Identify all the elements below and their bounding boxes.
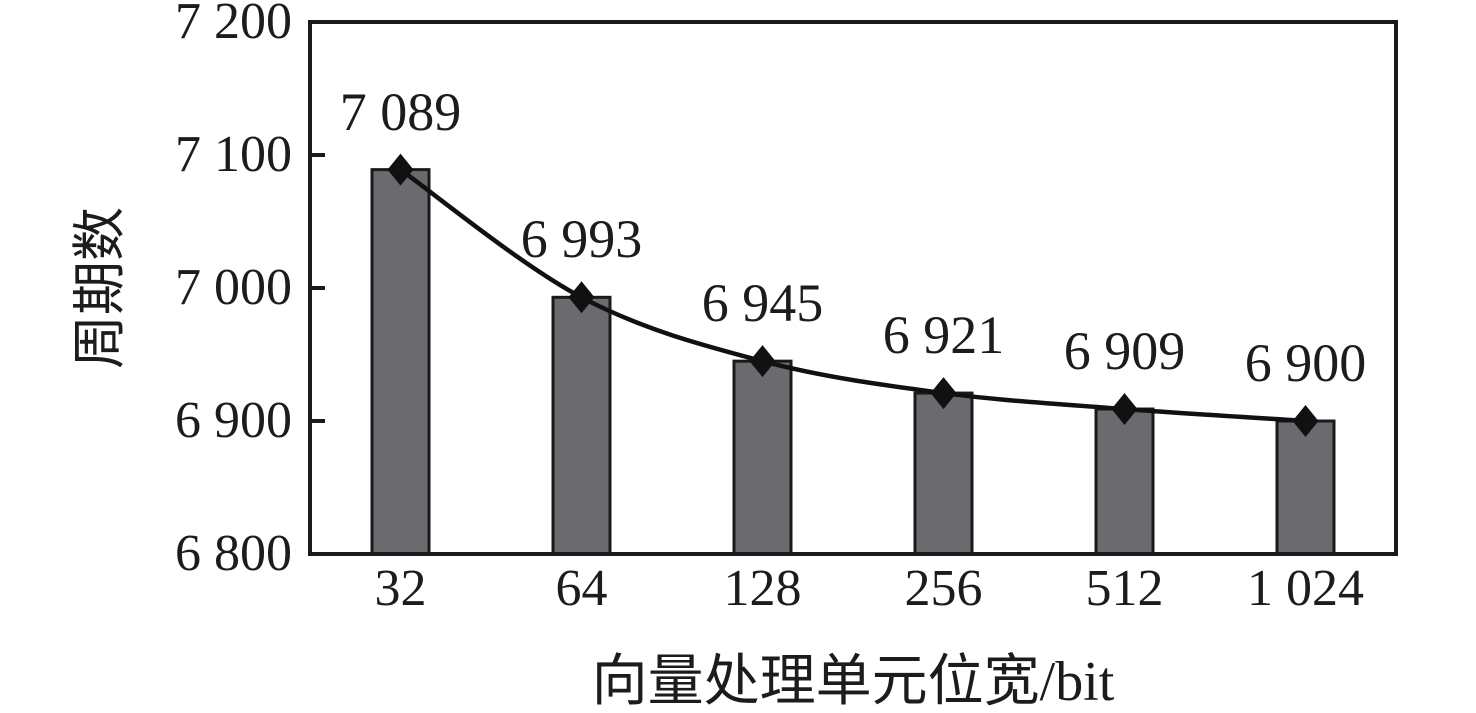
diamond-marker: [1111, 393, 1138, 426]
bar: [1094, 407, 1155, 556]
x-tick-label: 32: [374, 560, 427, 617]
bar: [370, 168, 431, 556]
y-tick-label: 7 100: [175, 126, 292, 183]
y-tick-label: 7 000: [175, 259, 292, 316]
diamond-marker: [749, 345, 776, 378]
bar: [913, 391, 974, 556]
y-tick-label: 6 800: [175, 525, 292, 582]
y-axis-title: 周期数: [70, 207, 130, 369]
x-tick-label: 256: [904, 560, 983, 617]
x-tick-label: 128: [723, 560, 802, 617]
diamond-marker: [568, 281, 595, 314]
bar: [732, 359, 793, 556]
data-value-label: 6 921: [882, 305, 1005, 366]
data-value-label: 6 909: [1063, 321, 1186, 382]
diamond-marker: [387, 153, 414, 186]
bar: [551, 295, 612, 556]
diamond-marker: [1292, 405, 1319, 437]
x-tick-label: 1 024: [1247, 560, 1364, 617]
y-tick-label: 6 900: [175, 392, 292, 449]
data-value-label: 6 945: [701, 273, 824, 334]
x-axis-title: 向量处理单元位宽/bit: [591, 651, 1115, 713]
bar: [1275, 419, 1336, 556]
x-tick-label: 512: [1085, 560, 1164, 617]
y-tick-label: 7 200: [175, 0, 292, 50]
data-value-label: 6 900: [1244, 333, 1367, 393]
data-value-label: 6 993: [520, 209, 643, 270]
x-tick-label: 64: [555, 560, 608, 617]
line-series: [399, 167, 1306, 424]
data-value-label: 7 089: [339, 81, 462, 142]
diamond-marker: [930, 377, 957, 410]
